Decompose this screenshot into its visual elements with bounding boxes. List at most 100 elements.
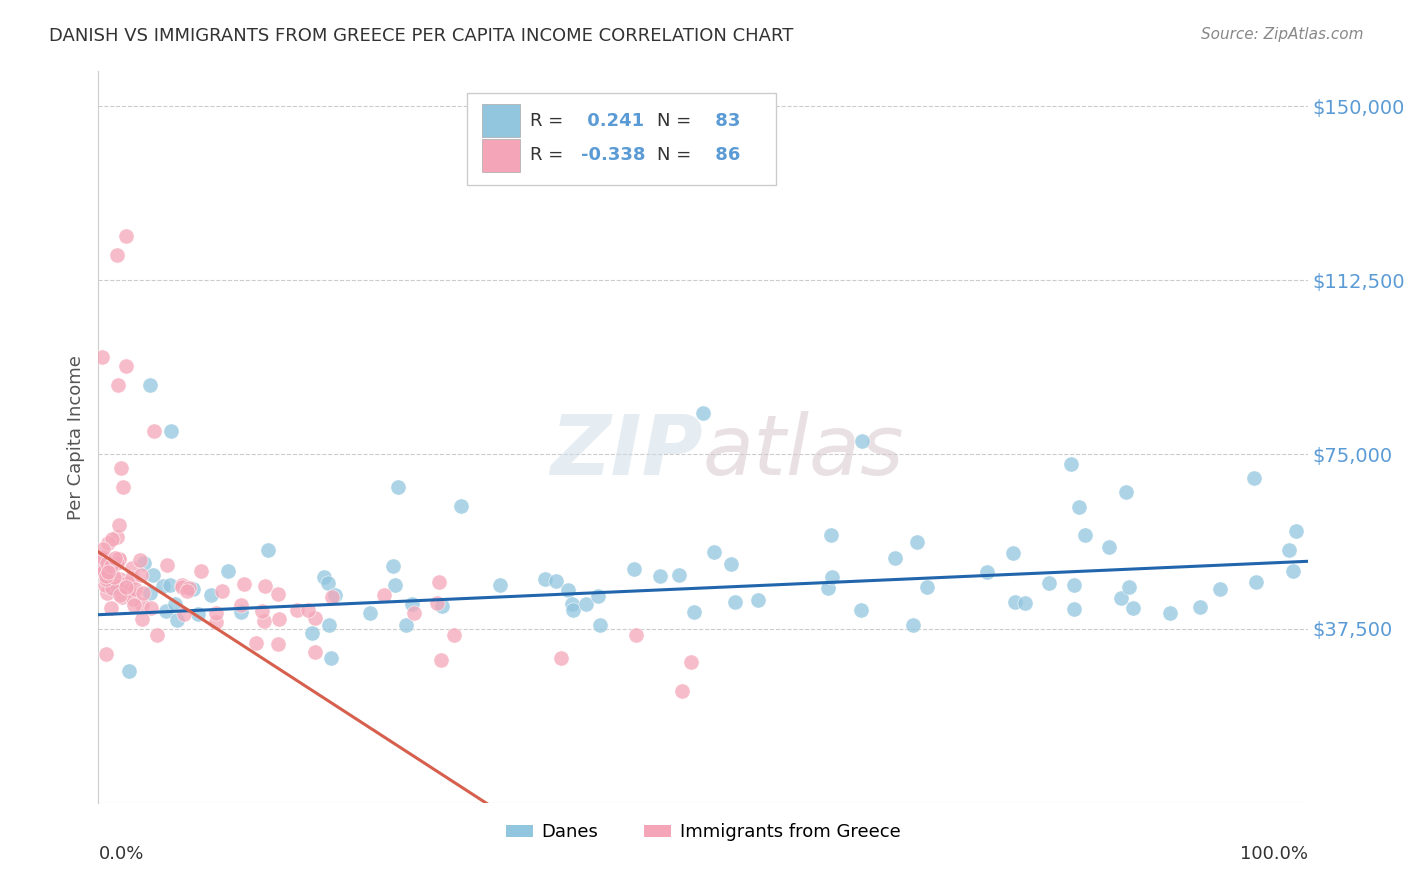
Danes [1038, 575, 1060, 590]
Text: 83: 83 [709, 112, 741, 130]
Immigrants from Greece [94, 647, 117, 661]
Immigrants from Greece [115, 580, 138, 594]
Immigrants from Greece [267, 586, 290, 600]
Immigrants from Greece [107, 377, 129, 392]
Danes [1278, 543, 1301, 558]
Danes [100, 580, 122, 594]
Immigrants from Greece [105, 579, 128, 593]
Danes [318, 618, 340, 632]
Immigrants from Greece [204, 615, 226, 629]
Immigrants from Greece [100, 582, 122, 596]
Immigrants from Greece [124, 582, 146, 597]
Danes [100, 578, 122, 592]
Immigrants from Greece [681, 656, 703, 670]
Immigrants from Greece [671, 684, 693, 698]
Danes [575, 597, 598, 611]
Text: N =: N = [657, 146, 692, 164]
Danes [200, 588, 222, 602]
Danes [395, 618, 418, 632]
Danes [229, 605, 252, 619]
Danes [623, 562, 645, 576]
Immigrants from Greece [110, 461, 132, 475]
Immigrants from Greece [245, 635, 267, 649]
Text: atlas: atlas [703, 411, 904, 492]
Immigrants from Greece [94, 573, 117, 587]
Danes [134, 556, 156, 570]
Immigrants from Greece [121, 592, 143, 607]
Immigrants from Greece [108, 588, 131, 602]
FancyBboxPatch shape [467, 94, 776, 185]
Danes [387, 480, 409, 494]
Danes [155, 604, 177, 618]
Danes [586, 590, 609, 604]
Immigrants from Greece [304, 645, 326, 659]
Immigrants from Greece [115, 229, 138, 244]
Danes [1159, 606, 1181, 620]
Danes [747, 592, 769, 607]
Immigrants from Greece [170, 578, 193, 592]
Text: 86: 86 [709, 146, 741, 164]
Danes [301, 625, 323, 640]
Danes [1109, 591, 1132, 605]
Danes [589, 617, 612, 632]
Danes [1098, 540, 1121, 554]
Immigrants from Greece [443, 628, 465, 642]
Danes [166, 613, 188, 627]
Immigrants from Greece [108, 551, 131, 566]
Danes [546, 574, 568, 588]
Danes [724, 595, 747, 609]
Immigrants from Greece [128, 553, 150, 567]
Danes [907, 535, 929, 549]
Immigrants from Greece [91, 350, 114, 364]
Immigrants from Greece [90, 562, 112, 576]
Danes [1243, 471, 1265, 485]
Danes [118, 664, 141, 678]
Danes [160, 424, 183, 438]
Danes [903, 618, 925, 632]
Danes [849, 603, 872, 617]
Immigrants from Greece [176, 584, 198, 599]
Immigrants from Greece [233, 577, 256, 591]
Danes [181, 582, 204, 596]
Danes [384, 578, 406, 592]
Text: 0.0%: 0.0% [98, 845, 143, 863]
Immigrants from Greece [115, 575, 138, 590]
Immigrants from Greece [373, 588, 395, 602]
Immigrants from Greece [266, 637, 288, 651]
Danes [557, 582, 579, 597]
Danes [217, 564, 239, 578]
Immigrants from Greece [114, 359, 136, 374]
Danes [325, 588, 347, 602]
Danes [1122, 600, 1144, 615]
Immigrants from Greece [96, 556, 118, 570]
Immigrants from Greece [321, 590, 343, 604]
Danes [450, 499, 472, 513]
Immigrants from Greece [105, 530, 128, 544]
Immigrants from Greece [402, 606, 425, 620]
Immigrants from Greece [112, 480, 135, 494]
Immigrants from Greece [108, 552, 131, 566]
Immigrants from Greece [156, 558, 179, 572]
Danes [1074, 528, 1097, 542]
Text: R =: R = [530, 146, 564, 164]
Danes [139, 377, 162, 392]
Danes [533, 572, 555, 586]
Immigrants from Greece [229, 598, 252, 612]
Immigrants from Greece [91, 550, 114, 565]
Immigrants from Greece [104, 551, 127, 566]
Text: DANISH VS IMMIGRANTS FROM GREECE PER CAPITA INCOME CORRELATION CHART: DANISH VS IMMIGRANTS FROM GREECE PER CAP… [49, 27, 793, 45]
Danes [1244, 574, 1267, 589]
Danes [187, 607, 209, 622]
Danes [1067, 500, 1090, 515]
Immigrants from Greece [121, 571, 143, 585]
Text: N =: N = [657, 112, 692, 130]
Danes [561, 597, 583, 611]
Immigrants from Greece [205, 606, 228, 620]
Danes [1004, 595, 1026, 609]
Danes [883, 551, 905, 566]
Immigrants from Greece [100, 558, 122, 573]
Immigrants from Greece [122, 598, 145, 612]
Danes [976, 565, 998, 579]
Danes [1115, 484, 1137, 499]
Immigrants from Greece [110, 572, 132, 586]
